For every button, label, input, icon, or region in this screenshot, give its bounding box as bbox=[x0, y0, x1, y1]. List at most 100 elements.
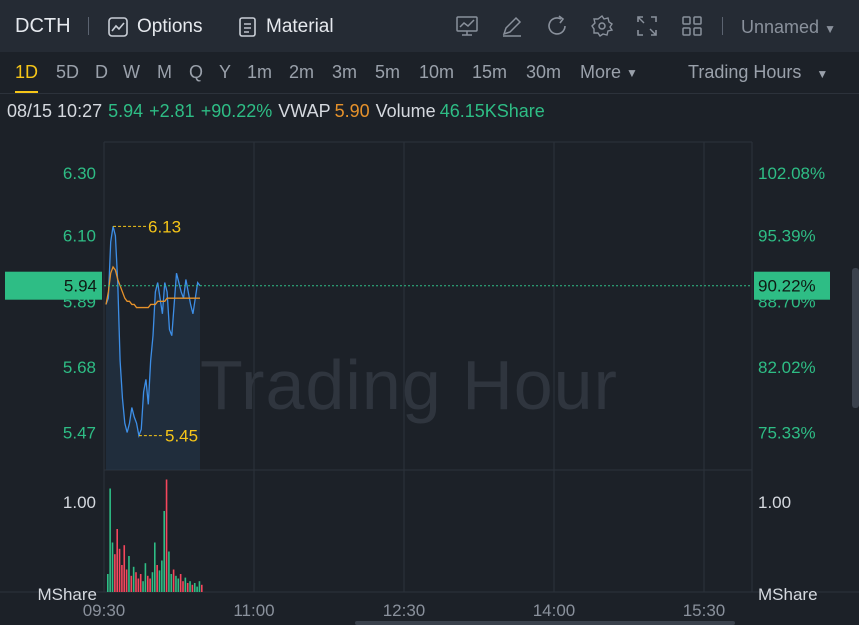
period-tab-m[interactable]: M bbox=[157, 62, 172, 82]
period-tab-3m[interactable]: 3m bbox=[332, 62, 358, 82]
options-icon bbox=[108, 17, 128, 37]
top-toolbar: DCTH Options Material Unnamed ▼ bbox=[0, 0, 859, 52]
period-tab-30m[interactable]: 30m bbox=[526, 62, 562, 82]
layout-name: Unnamed bbox=[741, 17, 820, 37]
material-button[interactable]: Material bbox=[238, 13, 334, 41]
toolbar-divider bbox=[88, 17, 89, 35]
chart-canvas[interactable]: 6.30 102.08%6.10 95.39%5.89 88.70%5.68 82.02… bbox=[0, 130, 859, 625]
price-tick-label: 6.10 bbox=[63, 227, 96, 246]
vwap-value: 5.90 bbox=[334, 101, 370, 121]
material-label: Material bbox=[266, 16, 334, 37]
vwap-label: VWAP bbox=[278, 101, 331, 121]
period-tab-5d[interactable]: 5D bbox=[56, 62, 80, 82]
volume-bar bbox=[146, 575, 149, 592]
low-label: 5.45 bbox=[165, 427, 198, 446]
volume-bar bbox=[161, 560, 163, 592]
intraday-chart[interactable]: Trading Hour 6.30 102.08% 6.10 95.39% 5.89 88… bbox=[0, 130, 859, 625]
pct-tick-label: 102.08% bbox=[758, 164, 825, 183]
volume-bar bbox=[121, 565, 123, 592]
volume-tick-label: 1.00 bbox=[63, 493, 96, 512]
x-tick-label: 14:00 bbox=[533, 601, 576, 620]
period-tab-15m[interactable]: 15m bbox=[472, 62, 508, 82]
vertical-scrollbar[interactable] bbox=[852, 268, 859, 408]
indicator-icon[interactable] bbox=[455, 14, 479, 38]
settings-gear-icon[interactable] bbox=[590, 14, 614, 38]
caret-down-icon: ▼ bbox=[626, 66, 638, 80]
volume-bar bbox=[186, 583, 189, 592]
volume-bar bbox=[163, 511, 165, 592]
x-tick-label: 09:30 bbox=[83, 601, 126, 620]
quote-price: 5.94 bbox=[108, 101, 144, 121]
period-tab-10m[interactable]: 10m bbox=[419, 62, 455, 82]
pct-tick-label: 82.02% bbox=[758, 358, 816, 377]
volume-bar bbox=[165, 479, 168, 592]
quote-info-line: 08/15 10:27 5.94 +2.81 +90.22% VWAP 5.90 Volum… bbox=[7, 101, 551, 122]
volume-bar bbox=[198, 581, 201, 592]
volume-bar bbox=[172, 569, 175, 592]
volume-bar bbox=[149, 578, 151, 592]
volume-unit-label: MShare bbox=[758, 585, 818, 604]
volume-bar bbox=[193, 583, 196, 592]
volume-bar bbox=[107, 574, 109, 592]
volume-bar bbox=[125, 569, 128, 592]
volume-bar bbox=[135, 572, 137, 592]
layout-grid-icon[interactable] bbox=[680, 14, 704, 38]
period-tab-y[interactable]: Y bbox=[219, 62, 232, 82]
period-tab-w[interactable]: W bbox=[123, 62, 140, 82]
volume-bar bbox=[168, 551, 170, 592]
volume-bar bbox=[201, 584, 203, 592]
volume-bar bbox=[189, 581, 191, 592]
document-icon bbox=[239, 17, 256, 37]
refresh-icon[interactable] bbox=[545, 14, 569, 38]
current-pct-value: 90.22% bbox=[758, 277, 816, 296]
volume-bar bbox=[154, 542, 156, 592]
period-tab-d[interactable]: D bbox=[95, 62, 108, 82]
period-tab-more[interactable]: More bbox=[580, 62, 622, 82]
quote-change: +2.81 bbox=[149, 101, 195, 121]
chart-watermark: Trading Hour bbox=[200, 346, 618, 424]
volume-bar bbox=[109, 488, 111, 592]
volume-bar bbox=[156, 565, 158, 592]
volume-bar bbox=[184, 577, 187, 592]
period-tab-q[interactable]: Q bbox=[189, 62, 204, 82]
quote-datetime: 08/15 10:27 bbox=[7, 101, 103, 121]
volume-bar bbox=[158, 570, 161, 592]
volume-bar bbox=[114, 554, 116, 592]
toolbar-divider bbox=[722, 17, 723, 35]
session-select[interactable]: Trading Hours ▼ bbox=[688, 62, 828, 83]
volume-bar bbox=[130, 575, 133, 592]
price-tick-label: 5.47 bbox=[63, 424, 96, 443]
volume-bar bbox=[179, 574, 182, 592]
volume-bar bbox=[132, 566, 135, 592]
period-tab-1d[interactable]: 1D bbox=[15, 62, 39, 93]
fullscreen-icon[interactable] bbox=[635, 14, 659, 38]
volume-bar bbox=[116, 529, 118, 592]
draw-pencil-icon[interactable] bbox=[500, 14, 524, 38]
high-label: 6.13 bbox=[148, 217, 181, 236]
session-label: Trading Hours bbox=[688, 62, 802, 82]
period-tab-2m[interactable]: 2m bbox=[289, 62, 315, 82]
volume-bar bbox=[144, 563, 147, 592]
volume-bar bbox=[142, 581, 144, 592]
caret-down-icon: ▼ bbox=[816, 67, 829, 81]
price-area bbox=[106, 226, 200, 470]
volume-bar bbox=[111, 542, 114, 592]
volume-unit-label: MShare bbox=[37, 585, 97, 604]
volume-bar bbox=[170, 574, 173, 592]
price-tick-label: 5.68 bbox=[63, 358, 96, 377]
volume-bar bbox=[137, 578, 140, 592]
volume-tick-label: 1.00 bbox=[758, 493, 791, 512]
layout-select[interactable]: Unnamed ▼ bbox=[741, 17, 836, 38]
volume-bar bbox=[128, 556, 130, 592]
options-button[interactable]: Options bbox=[107, 13, 202, 41]
volume-bar bbox=[151, 572, 154, 592]
horizontal-scrollbar[interactable] bbox=[355, 621, 735, 625]
vwap-line bbox=[105, 265, 200, 309]
ticker-symbol[interactable]: DCTH bbox=[15, 15, 71, 37]
volume-bar bbox=[175, 575, 177, 592]
period-tab-1m[interactable]: 1m bbox=[247, 62, 273, 82]
volume-bar bbox=[118, 548, 121, 592]
volume-bar bbox=[177, 578, 180, 592]
options-label: Options bbox=[137, 16, 203, 37]
period-tab-5m[interactable]: 5m bbox=[375, 62, 401, 82]
